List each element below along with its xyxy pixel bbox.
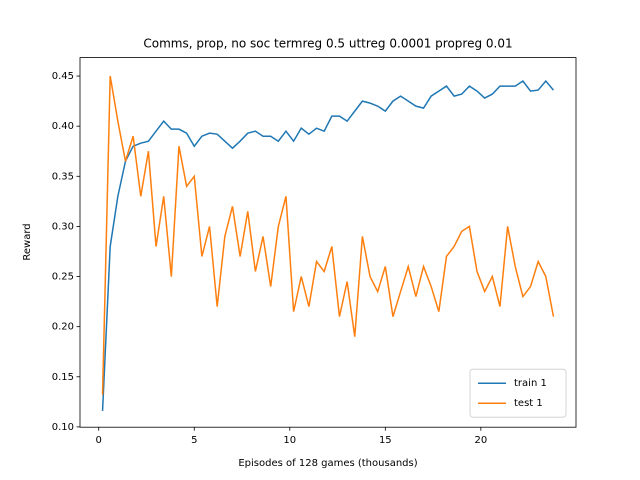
y-tick-label: 0.35 (52, 171, 74, 182)
x-axis-label: Episodes of 128 games (thousands) (238, 458, 417, 469)
x-tick-label: 0 (96, 435, 102, 446)
y-tick-label: 0.15 (52, 372, 74, 383)
legend-box (469, 368, 567, 418)
y-tick-label: 0.25 (52, 272, 74, 283)
y-tick-label: 0.10 (52, 422, 74, 433)
x-tick-label: 5 (191, 435, 197, 446)
legend-label: train 1 (514, 378, 547, 389)
y-tick-label: 0.40 (52, 121, 74, 132)
x-tick-label: 15 (379, 435, 392, 446)
legend-label: test 1 (514, 398, 543, 409)
line-series (101, 75, 555, 395)
y-axis-label: Reward (22, 223, 33, 260)
x-tick-label: 10 (283, 435, 296, 446)
x-tick-label: 20 (474, 435, 487, 446)
plot-frame (79, 57, 577, 428)
line-series (101, 79, 555, 411)
y-tick-label: 0.45 (52, 71, 74, 82)
y-tick-label: 0.30 (52, 221, 74, 232)
y-tick-label: 0.20 (52, 322, 74, 333)
chart-title: Comms, prop, no soc termreg 0.5 uttreg 0… (143, 37, 512, 51)
